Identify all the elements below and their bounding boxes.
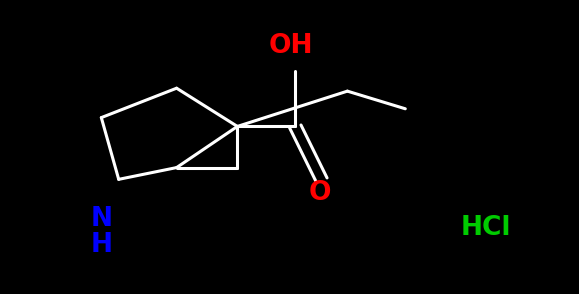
Text: HCl: HCl (461, 215, 512, 241)
Text: OH: OH (269, 33, 313, 59)
Text: O: O (309, 180, 331, 206)
Text: H: H (90, 233, 112, 258)
Text: N: N (90, 206, 112, 232)
